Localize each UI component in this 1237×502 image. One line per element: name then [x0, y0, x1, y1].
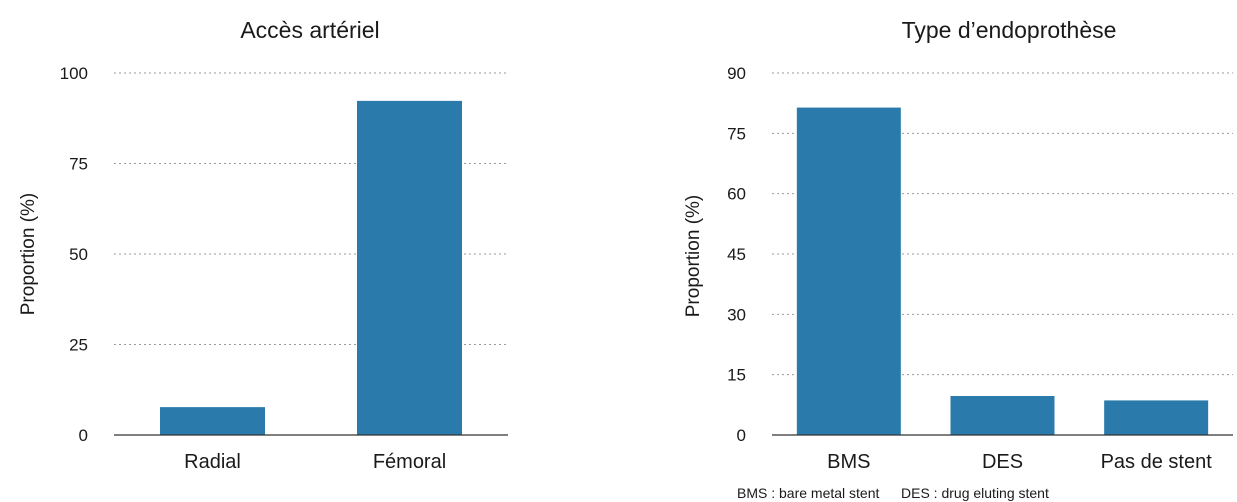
y-tick-label: 25: [69, 336, 88, 355]
y-tick-label: 50: [69, 245, 88, 264]
y-tick-label: 0: [737, 426, 746, 445]
y-axis-label: Proportion (%): [683, 195, 704, 318]
x-category-label: Radial: [184, 451, 241, 473]
chart-title: Type d’endoprothèse: [902, 17, 1117, 43]
y-tick-label: 60: [727, 185, 746, 204]
chart-stent-type: Type d’endoprothèse Proportion (%) 0 15 30…: [683, 17, 1233, 473]
y-tick-label: 100: [60, 64, 88, 83]
y-tick-label: 75: [69, 155, 88, 174]
y-tick-label: 15: [727, 366, 746, 385]
y-tick-label: 90: [727, 64, 746, 83]
bar: [796, 107, 901, 435]
chart-title: Accès artériel: [240, 17, 379, 43]
y-axis-label: Proportion (%): [18, 193, 39, 316]
x-category-label: Pas de stent: [1101, 451, 1213, 473]
bar: [1104, 400, 1209, 435]
x-category-label: BMS: [827, 451, 870, 473]
y-tick-label: 45: [727, 245, 746, 264]
bar: [357, 100, 462, 436]
y-tick-label: 0: [79, 426, 88, 445]
y-tick-label: 75: [727, 124, 746, 143]
footnote-bms: BMS : bare metal stent: [737, 485, 880, 501]
bar: [950, 395, 1055, 435]
x-category-label: DES: [982, 451, 1023, 473]
x-category-label: Fémoral: [373, 451, 446, 473]
y-tick-label: 30: [727, 305, 746, 324]
bar: [160, 407, 265, 435]
chart-arterial-access: Accès artériel Proportion (%) 0 25 50 75 100…: [18, 17, 508, 473]
footnote-des: DES : drug eluting stent: [901, 485, 1049, 501]
footnote: BMS : bare metal stent DES : drug elutin…: [737, 485, 1049, 501]
